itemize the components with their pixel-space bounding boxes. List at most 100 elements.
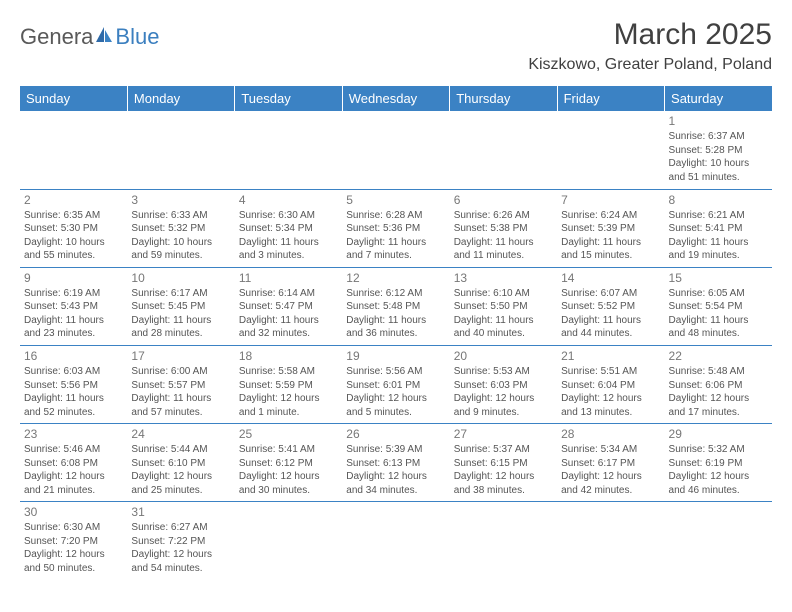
weekday-header: Saturday bbox=[665, 86, 772, 111]
daylight-line-2: and 1 minute. bbox=[239, 406, 338, 420]
calendar-cell bbox=[20, 111, 127, 189]
sunrise-line: Sunrise: 6:05 AM bbox=[669, 287, 768, 301]
sunrise-line: Sunrise: 6:26 AM bbox=[454, 209, 553, 223]
daylight-line-2: and 25 minutes. bbox=[131, 484, 230, 498]
calendar-cell: 13Sunrise: 6:10 AMSunset: 5:50 PMDayligh… bbox=[450, 267, 557, 345]
calendar-body: 1Sunrise: 6:37 AMSunset: 5:28 PMDaylight… bbox=[20, 111, 772, 580]
sunset-line: Sunset: 5:39 PM bbox=[561, 222, 660, 236]
sunrise-line: Sunrise: 5:53 AM bbox=[454, 365, 553, 379]
day-number: 6 bbox=[454, 192, 553, 208]
daylight-line-2: and 13 minutes. bbox=[561, 406, 660, 420]
day-number: 2 bbox=[24, 192, 123, 208]
sunrise-line: Sunrise: 5:41 AM bbox=[239, 443, 338, 457]
sunrise-line: Sunrise: 5:48 AM bbox=[669, 365, 768, 379]
calendar-cell: 6Sunrise: 6:26 AMSunset: 5:38 PMDaylight… bbox=[450, 189, 557, 267]
calendar-cell: 1Sunrise: 6:37 AMSunset: 5:28 PMDaylight… bbox=[665, 111, 772, 189]
calendar-cell: 24Sunrise: 5:44 AMSunset: 6:10 PMDayligh… bbox=[127, 424, 234, 502]
day-number: 18 bbox=[239, 348, 338, 364]
sunset-line: Sunset: 6:12 PM bbox=[239, 457, 338, 471]
daylight-line-1: Daylight: 12 hours bbox=[561, 470, 660, 484]
calendar-cell: 28Sunrise: 5:34 AMSunset: 6:17 PMDayligh… bbox=[557, 424, 664, 502]
daylight-line-2: and 44 minutes. bbox=[561, 327, 660, 341]
day-number: 22 bbox=[669, 348, 768, 364]
day-number: 15 bbox=[669, 270, 768, 286]
sunrise-line: Sunrise: 6:00 AM bbox=[131, 365, 230, 379]
day-number: 1 bbox=[669, 113, 768, 129]
calendar-cell: 25Sunrise: 5:41 AMSunset: 6:12 PMDayligh… bbox=[235, 424, 342, 502]
day-number: 7 bbox=[561, 192, 660, 208]
sunrise-line: Sunrise: 5:32 AM bbox=[669, 443, 768, 457]
daylight-line-2: and 17 minutes. bbox=[669, 406, 768, 420]
weekday-row: SundayMondayTuesdayWednesdayThursdayFrid… bbox=[20, 86, 772, 111]
day-number: 16 bbox=[24, 348, 123, 364]
sunset-line: Sunset: 6:04 PM bbox=[561, 379, 660, 393]
calendar-cell: 14Sunrise: 6:07 AMSunset: 5:52 PMDayligh… bbox=[557, 267, 664, 345]
sunset-line: Sunset: 5:45 PM bbox=[131, 300, 230, 314]
calendar-row: 30Sunrise: 6:30 AMSunset: 7:20 PMDayligh… bbox=[20, 502, 772, 580]
daylight-line-1: Daylight: 11 hours bbox=[669, 236, 768, 250]
sunrise-line: Sunrise: 5:56 AM bbox=[346, 365, 445, 379]
calendar-cell: 16Sunrise: 6:03 AMSunset: 5:56 PMDayligh… bbox=[20, 345, 127, 423]
calendar-cell: 21Sunrise: 5:51 AMSunset: 6:04 PMDayligh… bbox=[557, 345, 664, 423]
daylight-line-2: and 52 minutes. bbox=[24, 406, 123, 420]
calendar-cell: 31Sunrise: 6:27 AMSunset: 7:22 PMDayligh… bbox=[127, 502, 234, 580]
daylight-line-1: Daylight: 12 hours bbox=[346, 392, 445, 406]
sunrise-line: Sunrise: 5:46 AM bbox=[24, 443, 123, 457]
logo: Genera Blue bbox=[20, 24, 159, 50]
weekday-header: Friday bbox=[557, 86, 664, 111]
daylight-line-1: Daylight: 12 hours bbox=[239, 470, 338, 484]
page-title: March 2025 bbox=[528, 18, 772, 52]
day-number: 9 bbox=[24, 270, 123, 286]
daylight-line-2: and 19 minutes. bbox=[669, 249, 768, 263]
daylight-line-2: and 54 minutes. bbox=[131, 562, 230, 576]
calendar-row: 23Sunrise: 5:46 AMSunset: 6:08 PMDayligh… bbox=[20, 424, 772, 502]
daylight-line-1: Daylight: 11 hours bbox=[346, 236, 445, 250]
calendar-cell bbox=[342, 502, 449, 580]
daylight-line-2: and 7 minutes. bbox=[346, 249, 445, 263]
day-number: 14 bbox=[561, 270, 660, 286]
sunrise-line: Sunrise: 6:35 AM bbox=[24, 209, 123, 223]
daylight-line-2: and 28 minutes. bbox=[131, 327, 230, 341]
sunset-line: Sunset: 5:41 PM bbox=[669, 222, 768, 236]
daylight-line-2: and 38 minutes. bbox=[454, 484, 553, 498]
location-text: Kiszkowo, Greater Poland, Poland bbox=[528, 56, 772, 74]
day-number: 30 bbox=[24, 504, 123, 520]
day-number: 12 bbox=[346, 270, 445, 286]
daylight-line-2: and 21 minutes. bbox=[24, 484, 123, 498]
daylight-line-2: and 11 minutes. bbox=[454, 249, 553, 263]
daylight-line-1: Daylight: 11 hours bbox=[239, 236, 338, 250]
calendar-cell: 19Sunrise: 5:56 AMSunset: 6:01 PMDayligh… bbox=[342, 345, 449, 423]
calendar-row: 16Sunrise: 6:03 AMSunset: 5:56 PMDayligh… bbox=[20, 345, 772, 423]
day-number: 28 bbox=[561, 426, 660, 442]
day-number: 11 bbox=[239, 270, 338, 286]
daylight-line-1: Daylight: 10 hours bbox=[24, 236, 123, 250]
daylight-line-2: and 55 minutes. bbox=[24, 249, 123, 263]
title-block: March 2025 Kiszkowo, Greater Poland, Pol… bbox=[528, 18, 772, 74]
calendar-cell: 9Sunrise: 6:19 AMSunset: 5:43 PMDaylight… bbox=[20, 267, 127, 345]
day-number: 8 bbox=[669, 192, 768, 208]
calendar-cell bbox=[235, 111, 342, 189]
sunset-line: Sunset: 5:47 PM bbox=[239, 300, 338, 314]
sunset-line: Sunset: 5:59 PM bbox=[239, 379, 338, 393]
daylight-line-2: and 5 minutes. bbox=[346, 406, 445, 420]
sunrise-line: Sunrise: 6:07 AM bbox=[561, 287, 660, 301]
daylight-line-2: and 40 minutes. bbox=[454, 327, 553, 341]
weekday-header: Monday bbox=[127, 86, 234, 111]
sunset-line: Sunset: 6:03 PM bbox=[454, 379, 553, 393]
day-number: 25 bbox=[239, 426, 338, 442]
daylight-line-1: Daylight: 10 hours bbox=[669, 157, 768, 171]
daylight-line-2: and 34 minutes. bbox=[346, 484, 445, 498]
daylight-line-1: Daylight: 10 hours bbox=[131, 236, 230, 250]
daylight-line-1: Daylight: 12 hours bbox=[561, 392, 660, 406]
sunset-line: Sunset: 5:36 PM bbox=[346, 222, 445, 236]
weekday-header: Wednesday bbox=[342, 86, 449, 111]
calendar-cell: 30Sunrise: 6:30 AMSunset: 7:20 PMDayligh… bbox=[20, 502, 127, 580]
daylight-line-2: and 59 minutes. bbox=[131, 249, 230, 263]
day-number: 19 bbox=[346, 348, 445, 364]
calendar-row: 9Sunrise: 6:19 AMSunset: 5:43 PMDaylight… bbox=[20, 267, 772, 345]
sunrise-line: Sunrise: 6:30 AM bbox=[24, 521, 123, 535]
weekday-header: Sunday bbox=[20, 86, 127, 111]
daylight-line-1: Daylight: 11 hours bbox=[561, 314, 660, 328]
daylight-line-1: Daylight: 12 hours bbox=[454, 392, 553, 406]
daylight-line-1: Daylight: 12 hours bbox=[131, 470, 230, 484]
